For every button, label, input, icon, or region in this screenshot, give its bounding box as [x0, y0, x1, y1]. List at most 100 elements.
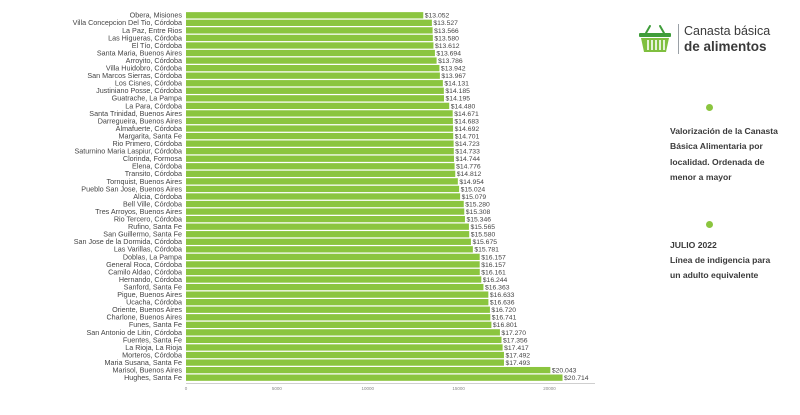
value-label-41: $16.801: [493, 322, 518, 329]
bar-11: [186, 95, 445, 102]
value-label-22: $14.954: [459, 179, 484, 186]
shopping-basket-icon: [639, 25, 671, 52]
period-title: JULIO 2022: [670, 240, 717, 250]
bar-46: [186, 359, 504, 366]
x-tick-label-1: 5000: [272, 386, 283, 391]
bar-40: [186, 314, 491, 321]
category-label-45: Morteros, Córdoba: [122, 350, 182, 359]
bar-26: [186, 208, 465, 215]
category-label-8: San Marcos Sierras, Córdoba: [87, 71, 182, 80]
value-label-6: $13.786: [438, 58, 463, 65]
category-label-38: Ucacha, Córdoba: [126, 298, 182, 307]
bar-32: [186, 253, 480, 261]
category-label-37: Pigue, Buenos Aires: [117, 290, 182, 299]
bar-12: [186, 102, 450, 110]
bar-35: [186, 276, 482, 283]
bar-44: [186, 344, 503, 351]
category-label-30: San Jose de la Dormida, Córdoba: [74, 237, 182, 246]
bar-34: [186, 268, 480, 276]
value-label-11: $14.195: [446, 96, 471, 103]
value-label-13: $14.671: [454, 111, 479, 118]
bar-25: [186, 200, 464, 208]
value-label-48: $20.714: [564, 375, 589, 382]
category-label-10: Justiniano Posse, Córdoba: [96, 86, 182, 95]
bar-18: [186, 148, 454, 155]
bar-15: [186, 125, 454, 132]
bar-38: [186, 299, 489, 306]
value-label-44: $17.417: [504, 345, 529, 352]
value-label-47: $20.043: [552, 368, 577, 375]
category-label-39: Oriente, Buenos Aires: [112, 305, 182, 314]
bar-28: [186, 223, 469, 230]
value-label-10: $14.185: [445, 88, 470, 95]
category-label-12: La Para, Córdoba: [125, 101, 182, 110]
bar-43: [186, 336, 502, 344]
bar-6: [186, 57, 437, 64]
bar-10: [186, 87, 444, 94]
x-tick-label-2: 10000: [362, 386, 375, 391]
category-label-34: Camilo Aldao, Córdoba: [108, 267, 182, 276]
category-label-6: Arroyito, Córdoba: [126, 56, 182, 65]
brand-title-line1: Canasta básica: [684, 24, 771, 38]
category-label-47: Marisol, Buenos Aires: [112, 366, 182, 375]
category-label-48: Hughes, Santa Fe: [124, 373, 182, 382]
value-label-42: $17.270: [501, 330, 526, 337]
value-label-29: $15.580: [471, 232, 496, 239]
category-label-31: Las Varillas, Córdoba: [114, 245, 182, 254]
category-label-19: Clorinda, Formosa: [123, 154, 182, 163]
value-label-33: $16.157: [481, 262, 506, 269]
category-label-46: Maria Susana, Santa Fe: [104, 358, 182, 367]
category-label-9: Los Cisnes, Córdoba: [115, 79, 182, 88]
category-label-43: Fuentes, Santa Fe: [123, 335, 182, 344]
value-label-8: $13.967: [441, 73, 466, 80]
value-label-5: $13.694: [436, 50, 461, 57]
category-label-1: Villa Concepcion Del Tio, Córdoba: [73, 18, 182, 27]
category-label-29: San Guillermo, Santa Fe: [103, 230, 182, 239]
bar-23: [186, 185, 460, 193]
value-label-19: $14.744: [456, 156, 481, 163]
value-label-16: $14.701: [455, 133, 480, 140]
category-label-28: Rufino, Santa Fe: [128, 222, 182, 231]
value-label-21: $14.812: [457, 171, 482, 178]
value-label-15: $14.692: [455, 126, 480, 133]
category-label-18: Saturnino Maria Laspiur, Córdoba: [75, 147, 182, 156]
category-label-22: Tornquist, Buenos Aires: [106, 177, 182, 186]
value-label-7: $13.942: [441, 66, 466, 73]
category-label-32: Doblas, La Pampa: [123, 252, 182, 261]
value-label-46: $17.493: [505, 360, 530, 367]
bar-31: [186, 246, 473, 253]
bar-17: [186, 140, 454, 147]
category-label-44: La Rioja, La Rioja: [125, 343, 182, 352]
category-label-2: La Paz, Entre Rios: [122, 26, 182, 35]
value-label-18: $14.733: [455, 149, 480, 156]
bar-33: [186, 261, 480, 268]
bar-41: [186, 321, 492, 328]
category-label-41: Funes, Santa Fe: [129, 320, 182, 329]
value-label-27: $15.346: [466, 217, 491, 224]
bar-21: [186, 170, 456, 177]
category-label-15: Almafuerte, Córdoba: [116, 124, 182, 133]
category-label-42: San Antonio de Litin, Córdoba: [86, 328, 182, 337]
value-label-17: $14.723: [455, 141, 480, 148]
bar-3: [186, 34, 433, 42]
chart-description: Valorización de la Canasta Básica Alimen…: [670, 126, 778, 183]
x-tick-label-0: 0: [185, 386, 188, 391]
category-label-17: Rio Primero, Córdoba: [112, 139, 182, 148]
brand-divider: [678, 24, 679, 54]
bar-14: [186, 117, 453, 125]
category-label-13: Santa Trinidad, Buenos Aires: [89, 109, 182, 118]
period-description: Línea de indigencia para un adulto equiv…: [670, 255, 771, 281]
bar-9: [186, 80, 443, 87]
value-label-26: $15.308: [466, 209, 491, 216]
value-label-30: $15.675: [472, 239, 497, 246]
bar-20: [186, 163, 455, 170]
value-label-40: $16.741: [492, 315, 517, 322]
value-label-9: $14.131: [444, 81, 469, 88]
value-label-20: $14.776: [456, 164, 481, 171]
value-label-37: $16.633: [490, 292, 515, 299]
value-label-23: $15.024: [461, 186, 486, 193]
category-label-23: Pueblo San Jose, Buenos Aires: [81, 184, 182, 193]
x-tick-label-4: 20000: [543, 386, 556, 391]
value-label-32: $16.157: [481, 254, 506, 261]
category-label-0: Obera, Misiones: [130, 11, 183, 20]
